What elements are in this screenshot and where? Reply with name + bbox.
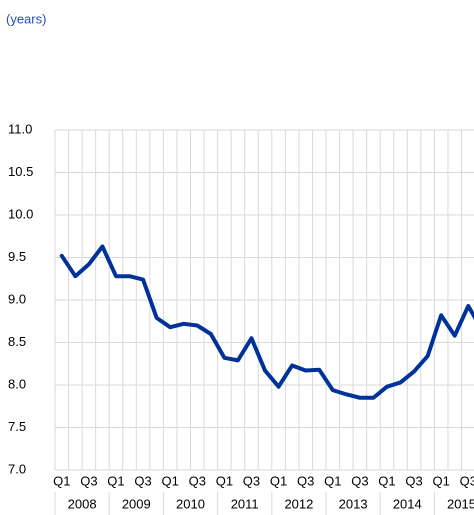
y-tick-label: 10.5 — [8, 164, 33, 179]
year-label: 2014 — [393, 496, 422, 511]
x-tick-label: Q1 — [270, 473, 287, 488]
y-tick-label: 10.0 — [8, 206, 33, 221]
x-tick-label: Q1 — [324, 473, 341, 488]
x-tick-label: Q1 — [433, 473, 450, 488]
x-tick-label: Q1 — [216, 473, 233, 488]
x-tick-label: Q1 — [53, 473, 70, 488]
year-label: 2015 — [447, 496, 474, 511]
year-label: 2011 — [231, 496, 259, 511]
chart-subtitle: (years) — [6, 11, 46, 26]
x-tick-label: Q3 — [189, 473, 206, 488]
y-tick-label: 8.5 — [8, 334, 26, 349]
x-tick-label: Q3 — [243, 473, 260, 488]
x-tick-label: Q3 — [405, 473, 422, 488]
x-tick-label: Q1 — [378, 473, 395, 488]
x-tick-label: Q1 — [107, 473, 124, 488]
year-label: 2009 — [122, 496, 151, 511]
year-label: 2010 — [176, 496, 205, 511]
y-tick-label: 9.5 — [8, 249, 26, 264]
y-tick-label: 9.0 — [8, 291, 26, 306]
x-tick-label: Q1 — [162, 473, 179, 488]
x-tick-label: Q3 — [134, 473, 151, 488]
x-tick-label: Q3 — [351, 473, 368, 488]
data-line — [59, 244, 474, 400]
x-tick-label: Q3 — [460, 473, 474, 488]
year-label: 2008 — [68, 496, 97, 511]
year-label: 2012 — [284, 496, 313, 511]
x-tick-label: Q3 — [297, 473, 314, 488]
y-tick-label: 7.0 — [8, 461, 26, 476]
y-tick-label: 7.5 — [8, 419, 26, 434]
y-tick-label: 11.0 — [8, 121, 32, 136]
year-label: 2013 — [339, 496, 368, 511]
y-tick-label: 8.0 — [8, 376, 26, 391]
x-tick-label: Q3 — [80, 473, 97, 488]
